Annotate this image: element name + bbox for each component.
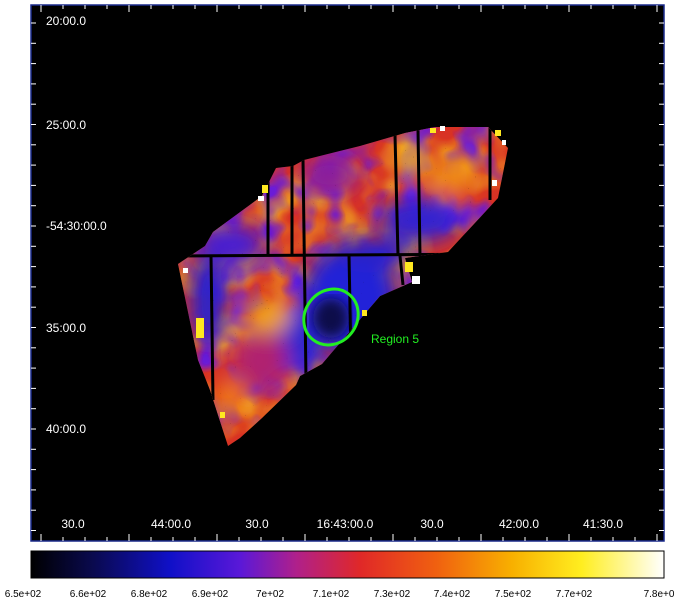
dec-label-5: 40:00.0: [46, 422, 86, 436]
colorbar-tick-7: 7.3e+02: [374, 589, 411, 600]
region-5-label: Region 5: [371, 332, 419, 346]
ra-label-4: 16:43:00.0: [317, 517, 374, 531]
colorbar-tick-9: 7.5e+02: [495, 589, 532, 600]
colorbar-tick-4: 6.9e+02: [192, 589, 229, 600]
ra-label-6: 42:00.0: [499, 517, 539, 531]
dec-label-3: -54:30:00.0: [46, 219, 107, 233]
colorbar-tick-8: 7.4e+02: [434, 589, 471, 600]
ra-label-3: 30.0: [245, 517, 269, 531]
ra-label-7: 41:30.0: [583, 517, 623, 531]
ra-label-1: 30.0: [61, 517, 85, 531]
colorbar-tick-3: 6.8e+02: [131, 589, 168, 600]
colorbar-tick-2: 6.6e+02: [70, 589, 107, 600]
colorbar-tick-1: 6.5e+02: [5, 589, 42, 600]
edge-hotpixels: [183, 126, 506, 418]
colorbar: [30, 550, 665, 579]
colorbar-tick-11: 7.8e+0: [644, 589, 675, 600]
colorbar-tick-5: 7e+02: [256, 589, 285, 600]
image-frame: [30, 4, 665, 542]
colorbar-tick-6: 7.1e+02: [313, 589, 350, 600]
axis-ticks: [31, 5, 664, 541]
region-5-ellipse[interactable]: [293, 278, 370, 356]
ra-label-2: 44:00.0: [151, 517, 191, 531]
dec-label-1: 20:00.0: [46, 14, 86, 28]
dec-label-2: 25:00.0: [46, 118, 86, 132]
dec-label-4: 35:00.0: [46, 321, 86, 335]
ra-label-5: 30.0: [420, 517, 444, 531]
colorbar-tick-10: 7.7e+02: [556, 589, 593, 600]
